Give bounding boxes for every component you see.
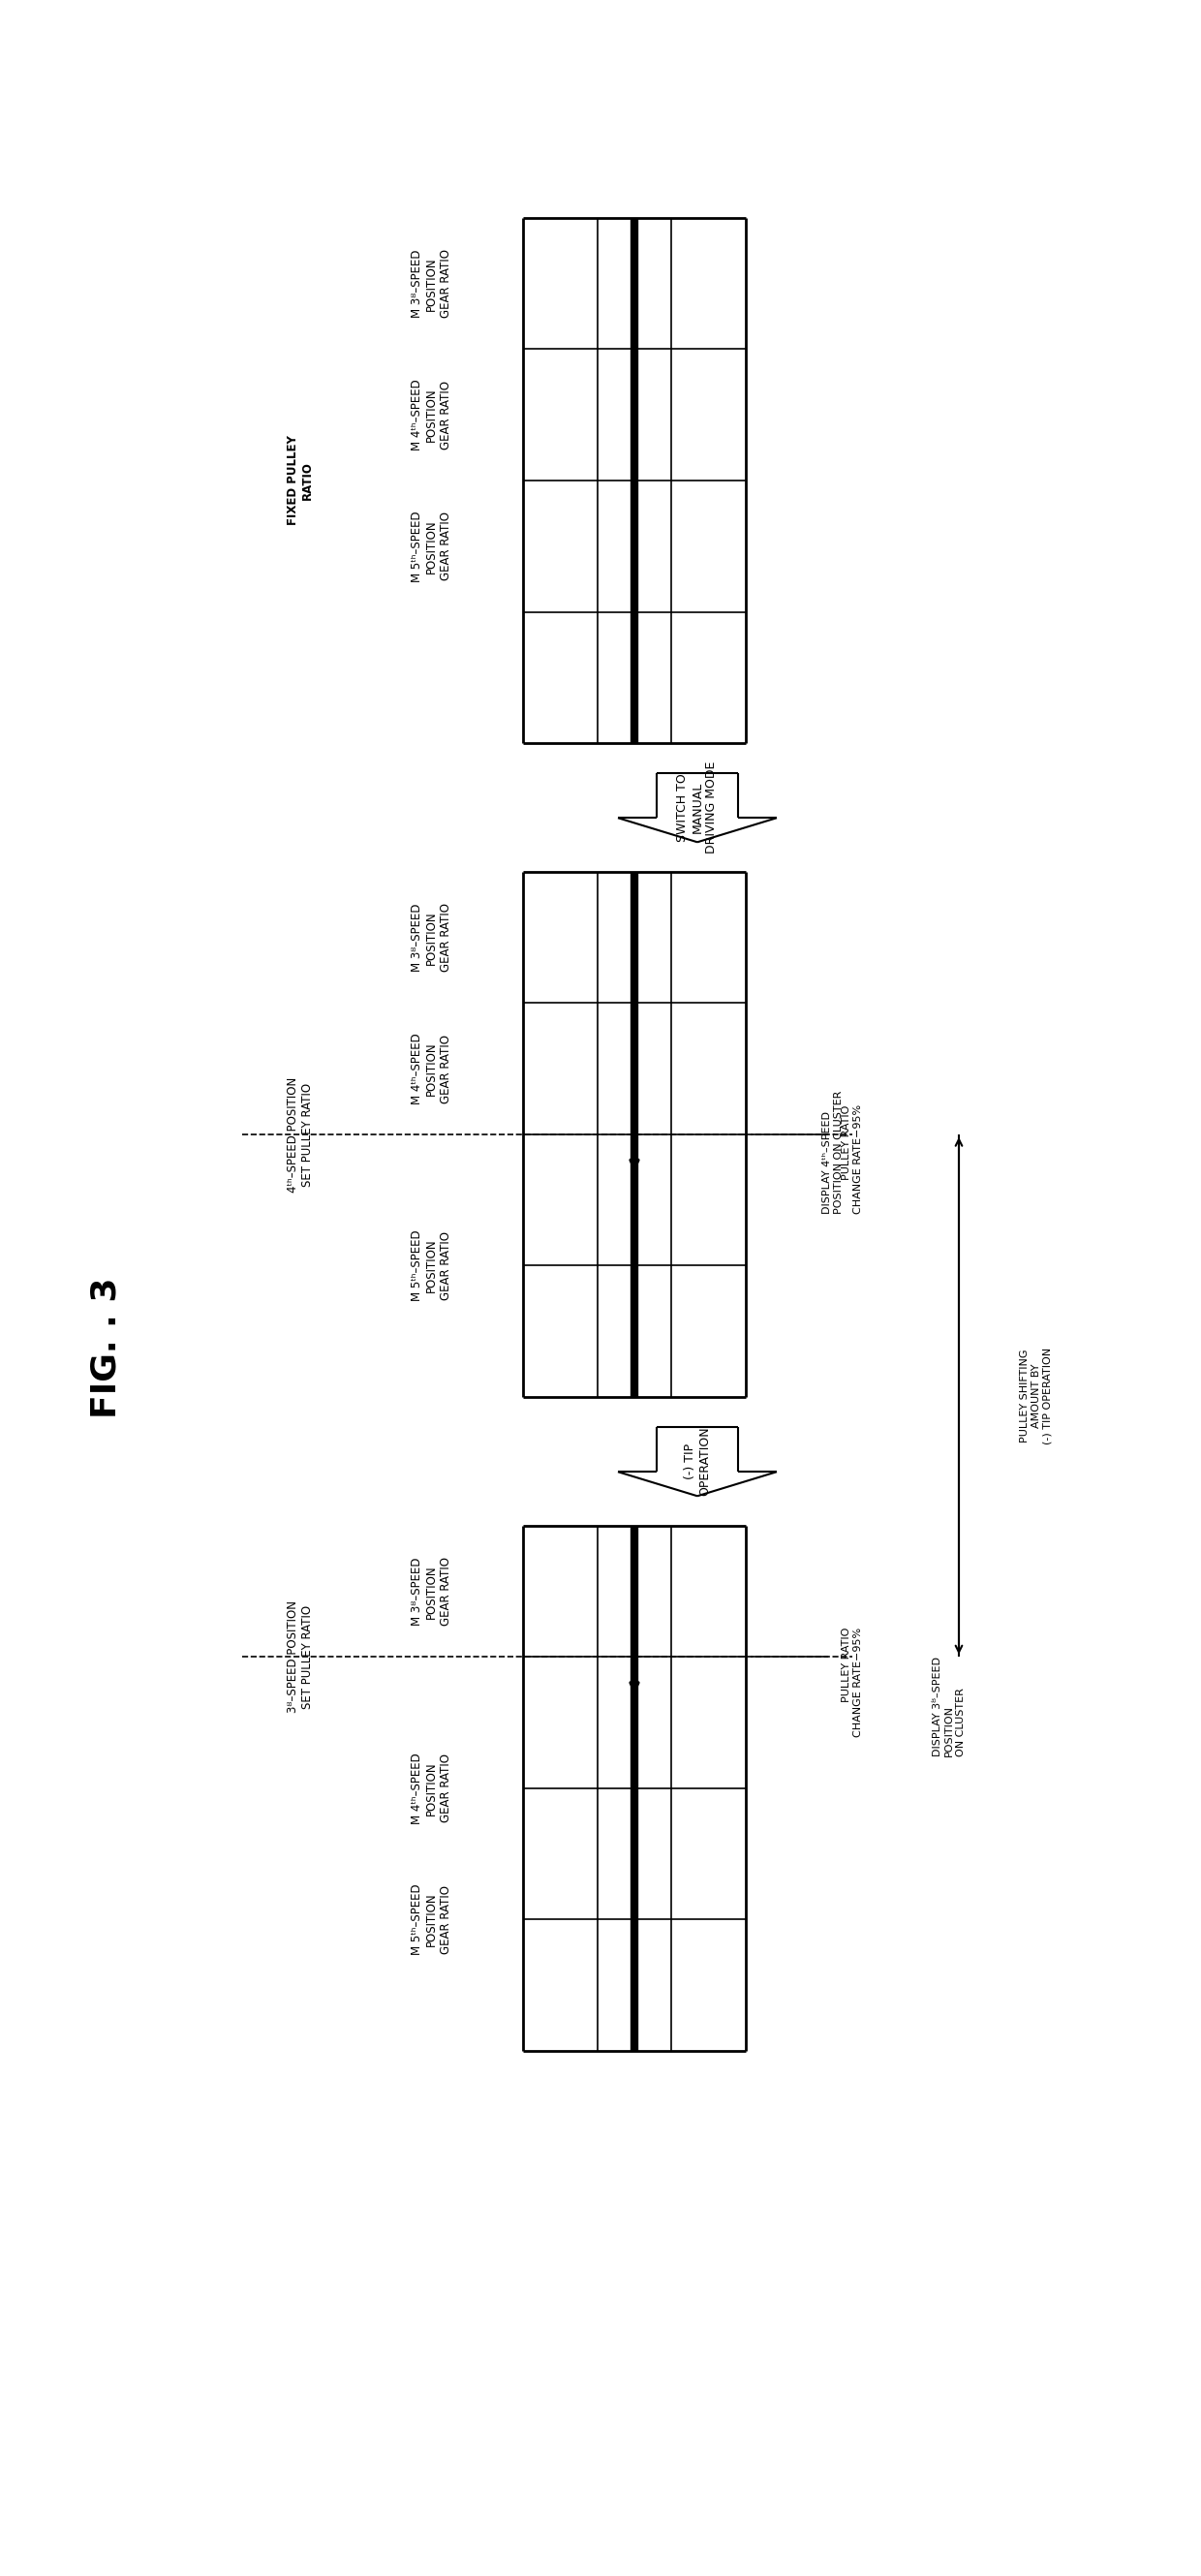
Text: PULLEY SHIFTING
AMOUNT BY
(-) TIP OPERATION: PULLEY SHIFTING AMOUNT BY (-) TIP OPERAT…: [1021, 1347, 1052, 1445]
Text: M 4ᵗʰ–SPEED
POSITION
GEAR RATIO: M 4ᵗʰ–SPEED POSITION GEAR RATIO: [411, 1752, 452, 1824]
Text: FIXED PULLEY
RATIO: FIXED PULLEY RATIO: [287, 435, 313, 526]
Text: M 4ᵗʰ–SPEED
POSITION
GEAR RATIO: M 4ᵗʰ–SPEED POSITION GEAR RATIO: [411, 379, 452, 451]
Text: PULLEY RATIO
CHANGE RATE−95%: PULLEY RATIO CHANGE RATE−95%: [842, 1628, 862, 1736]
Text: 4ᵗʰ–SPEED POSITION
SET PULLEY RATIO: 4ᵗʰ–SPEED POSITION SET PULLEY RATIO: [287, 1077, 313, 1193]
Text: M 3ᴽ–SPEED
POSITION
GEAR RATIO: M 3ᴽ–SPEED POSITION GEAR RATIO: [411, 1556, 452, 1625]
Text: M 5ᵗʰ–SPEED
POSITION
GEAR RATIO: M 5ᵗʰ–SPEED POSITION GEAR RATIO: [411, 1231, 452, 1301]
Text: DISPLAY 4ᵗʰ–SPEED
POSITION ON CLUSTER: DISPLAY 4ᵗʰ–SPEED POSITION ON CLUSTER: [823, 1090, 843, 1213]
Text: PULLEY RATIO
CHANGE RATE−95%: PULLEY RATIO CHANGE RATE−95%: [842, 1105, 862, 1213]
Text: (-) TIP
OPERATION: (-) TIP OPERATION: [683, 1427, 711, 1497]
Text: M 5ᵗʰ–SPEED
POSITION
GEAR RATIO: M 5ᵗʰ–SPEED POSITION GEAR RATIO: [411, 510, 452, 582]
Text: DISPLAY 3ᴽ–SPEED
POSITION
ON CLUSTER: DISPLAY 3ᴽ–SPEED POSITION ON CLUSTER: [933, 1656, 966, 1757]
Text: M 4ᵗʰ–SPEED
POSITION
GEAR RATIO: M 4ᵗʰ–SPEED POSITION GEAR RATIO: [411, 1033, 452, 1105]
Text: FIG. . 3: FIG. . 3: [90, 1278, 123, 1417]
Text: SWITCH TO
MANUAL
DRIVING MODE: SWITCH TO MANUAL DRIVING MODE: [676, 762, 718, 853]
Text: 3ᴽ–SPEED POSITION
SET PULLEY RATIO: 3ᴽ–SPEED POSITION SET PULLEY RATIO: [287, 1600, 313, 1713]
Text: M 3ᴽ–SPEED
POSITION
GEAR RATIO: M 3ᴽ–SPEED POSITION GEAR RATIO: [411, 904, 452, 971]
Text: M 3ᴽ–SPEED
POSITION
GEAR RATIO: M 3ᴽ–SPEED POSITION GEAR RATIO: [411, 250, 452, 317]
Text: M 5ᵗʰ–SPEED
POSITION
GEAR RATIO: M 5ᵗʰ–SPEED POSITION GEAR RATIO: [411, 1883, 452, 1955]
